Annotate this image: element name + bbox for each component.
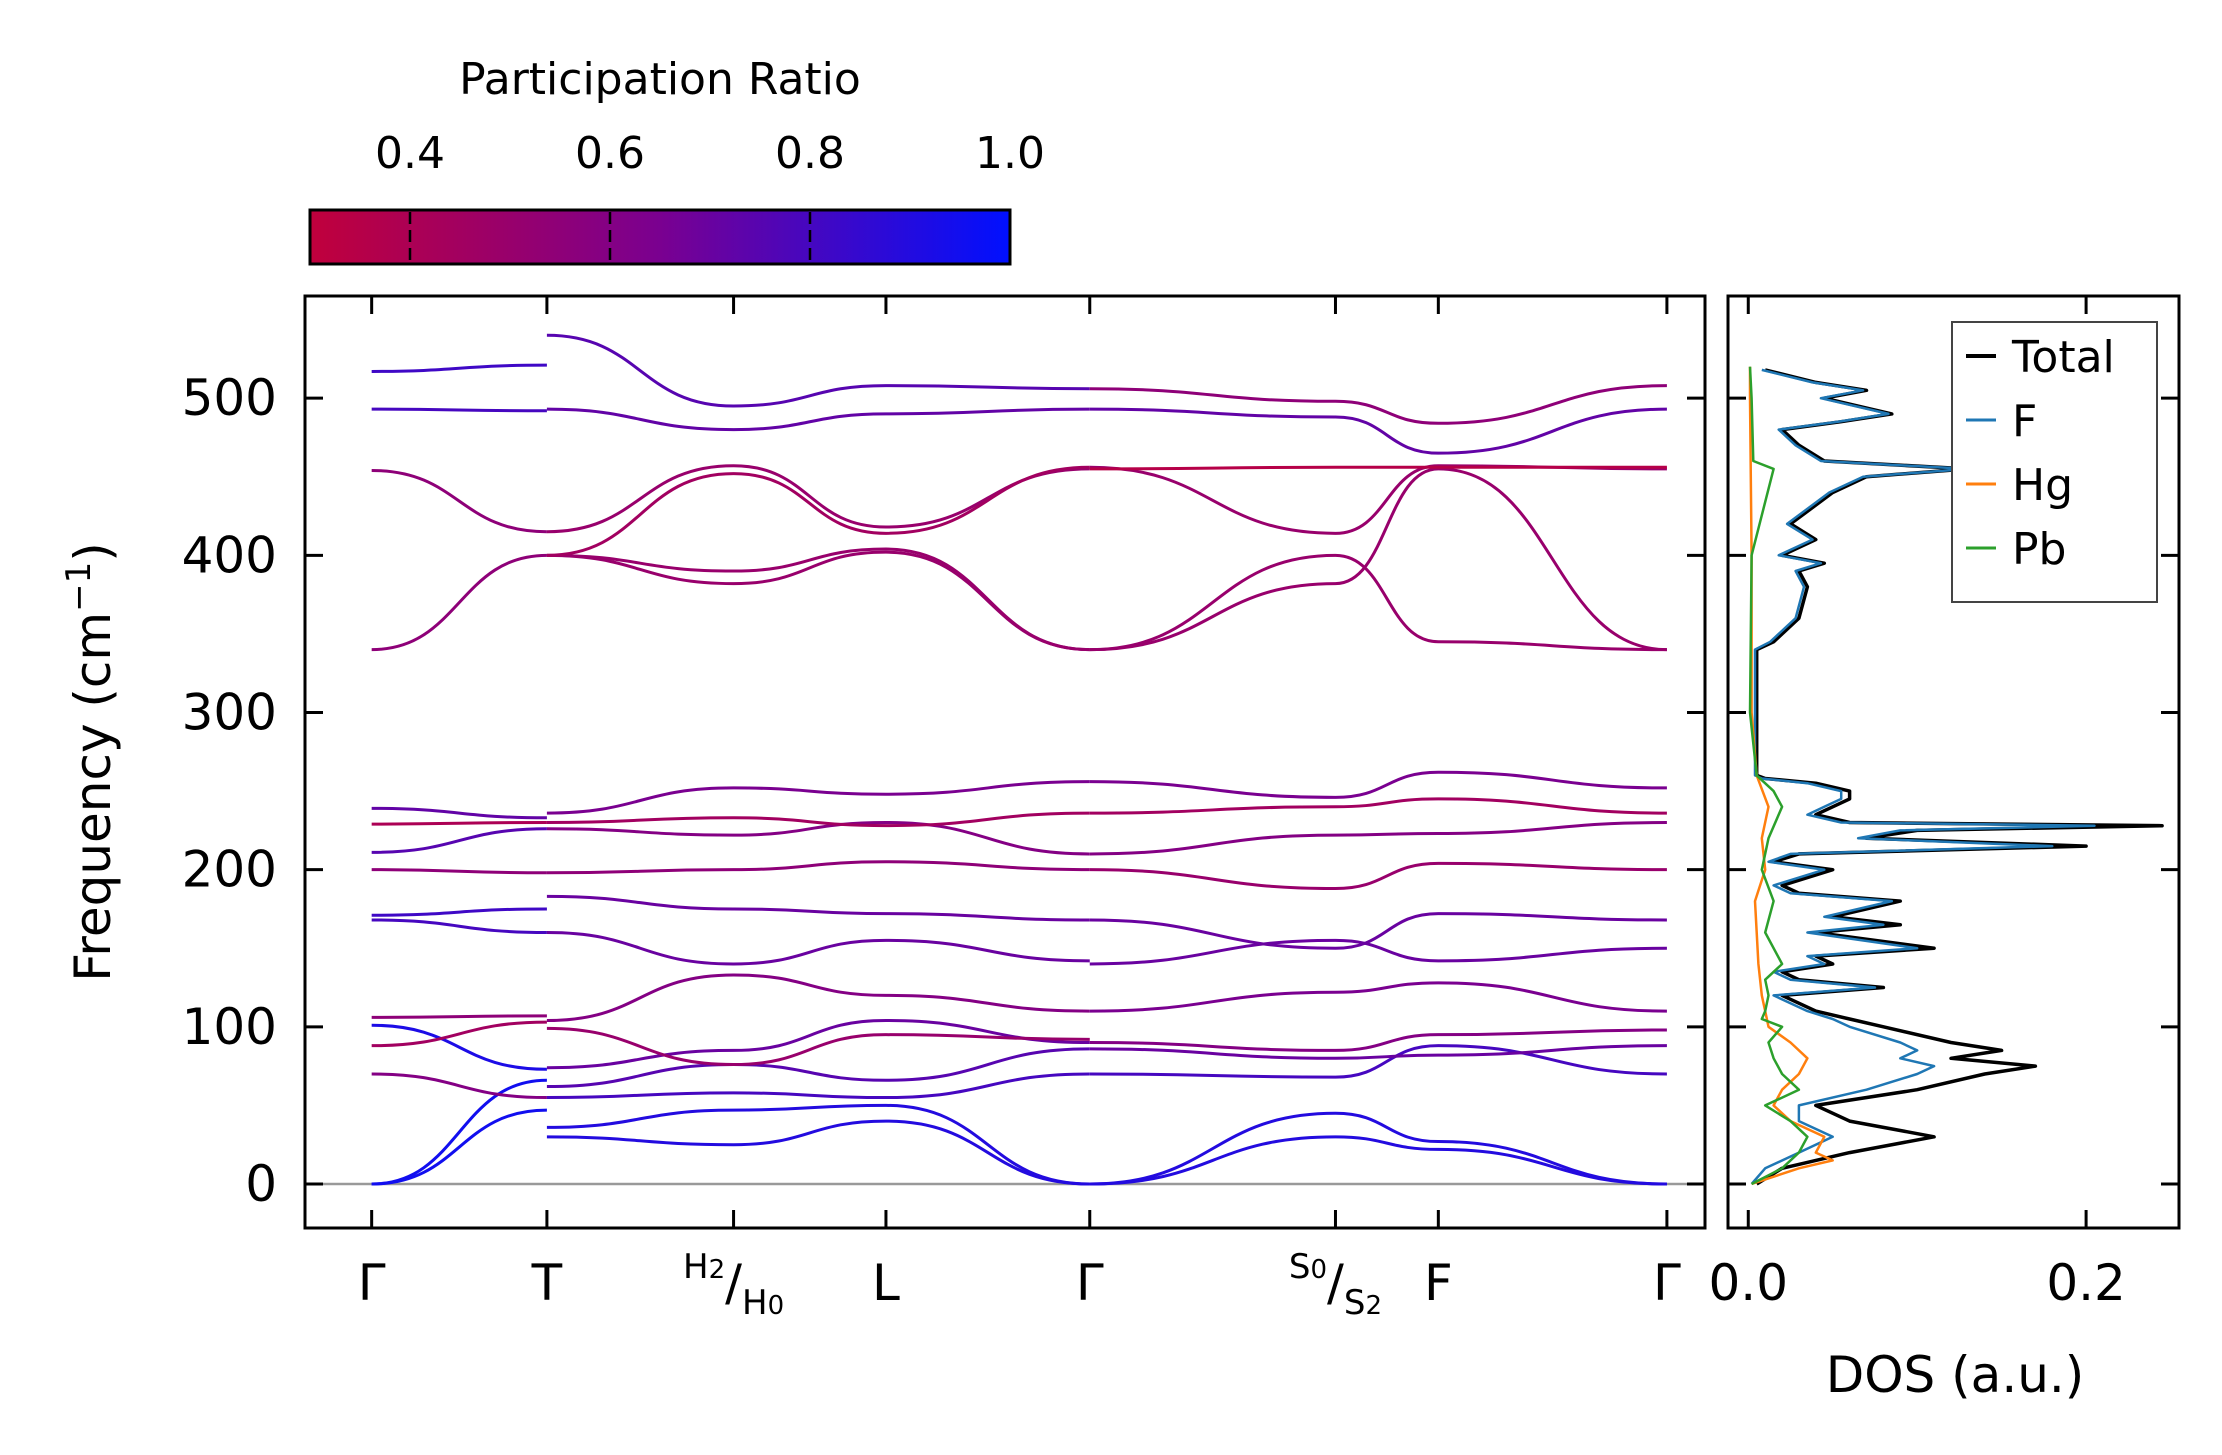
x-tick-label: Γ	[1653, 1254, 1681, 1312]
dos-axes-frame	[1726, 294, 2181, 1230]
band-line-branch-11	[371, 821, 547, 826]
dos-x-tick-label: 0.2	[2046, 1254, 2126, 1312]
band-line-branch-20	[546, 1047, 1090, 1089]
x-tick-label: H2/H0	[683, 1247, 784, 1323]
band-line-branch-10	[371, 827, 547, 854]
band-line-branch-16	[371, 363, 547, 373]
x-tick-label: Γ	[358, 1254, 386, 1312]
band-line-branch-24	[546, 931, 1090, 966]
x-tick-label: L	[872, 1254, 900, 1312]
x-tick-label: S0/S2	[1289, 1247, 1382, 1323]
band-line-branch-25	[546, 894, 1090, 922]
band-line-branch-44	[1089, 861, 1667, 891]
colorbar-gradient	[308, 208, 1012, 266]
x-tick-label: T	[531, 1254, 563, 1312]
dos-x-tick-label: 0.0	[1709, 1254, 1789, 1312]
band-line-branch-43	[1089, 912, 1667, 950]
band-line-branch-28	[546, 811, 1090, 828]
colorbar-tick-label: 1.0	[975, 128, 1045, 179]
dos-line-f	[1750, 368, 2096, 1185]
band-line-branch-42	[1089, 938, 1667, 966]
band-line-branch-17	[546, 1119, 1090, 1186]
band-line-branch-27	[546, 821, 1090, 856]
band-line-branch-19	[546, 1072, 1090, 1100]
x-tick-label: F	[1424, 1254, 1453, 1312]
band-line-branch-37	[1089, 1111, 1667, 1186]
band-line-branch-12	[371, 806, 547, 820]
band-line-branch-2	[371, 1078, 547, 1186]
band-line-branch-18	[546, 1103, 1090, 1186]
legend-label-pb: Pb	[2012, 524, 2066, 575]
band-line-branch-35	[546, 333, 1090, 408]
band-line-branch-29	[546, 780, 1090, 815]
band-line-branch-48	[1089, 553, 1667, 652]
dos-y-ticks	[1728, 396, 2179, 1186]
band-line-branch-15	[371, 407, 547, 413]
band-structure-panel: 0 100 200 300 400 500 Γ T H2/H0 L Γ S0/S2 F Γ Freque…	[59, 294, 1707, 1323]
dos-panel: 0.0 0.2 DOS (a.u.) Total F Hg Pb	[1709, 294, 2181, 1404]
band-line-branch-51	[1089, 465, 1667, 471]
band-line-branch-14	[371, 468, 547, 534]
band-line-branch-49	[1089, 467, 1667, 652]
y-tick-label: 300	[182, 683, 277, 741]
legend-frame	[1951, 321, 2158, 603]
dos-x-ticks: 0.0 0.2	[1709, 296, 2126, 1312]
dos-x-label: DOS (a.u.)	[1826, 1346, 2085, 1404]
colorbar-title: Participation Ratio	[459, 54, 861, 105]
band-line-branch-9	[371, 868, 547, 875]
colorbar-tick-label: 0.4	[375, 128, 445, 179]
band-line-branch-47	[1089, 770, 1667, 799]
band-line-branch-22	[546, 1026, 1090, 1067]
band-line-branch-41	[1089, 981, 1667, 1013]
colorbar-tick-label: 0.8	[775, 128, 845, 179]
y-tick-label: 0	[245, 1155, 277, 1213]
band-line-branch-4	[371, 1020, 547, 1048]
band-line-branch-3	[371, 1023, 547, 1071]
band-line-branch-31	[546, 550, 1090, 652]
y-tick-label: 100	[182, 998, 277, 1056]
y-tick-label: 200	[182, 841, 277, 899]
band-axes-frame	[303, 294, 1707, 1230]
legend-label-total: Total	[2011, 332, 2115, 383]
colorbar-tick-label: 0.6	[575, 128, 645, 179]
band-y-label: Frequency (cm−1)	[59, 542, 122, 982]
legend-items: Total F Hg Pb	[1966, 332, 2115, 575]
colorbar: Participation Ratio 0.4 0.6 0.8 1.0	[308, 54, 1045, 266]
band-line-branch-6	[371, 1014, 547, 1019]
band-line-branch-8	[371, 907, 547, 917]
band-line-branch-1	[371, 1108, 547, 1186]
band-line-branch-26	[546, 860, 1090, 875]
y-tick-label: 400	[182, 526, 277, 584]
dos-line-hg	[1748, 366, 1834, 1186]
band-line-branch-38	[1089, 1044, 1667, 1079]
x-tick-label: Γ	[1076, 1254, 1104, 1312]
band-series	[371, 333, 1667, 1186]
band-line-branch-52	[1089, 407, 1667, 455]
band-line-branch-5	[371, 1072, 547, 1100]
dos-line-pb	[1748, 366, 1809, 1186]
colorbar-ticks: 0.4 0.6 0.8 1.0	[375, 128, 1045, 262]
band-line-branch-34	[546, 407, 1090, 432]
band-x-ticks: Γ T H2/H0 L Γ S0/S2 F Γ	[358, 296, 1681, 1323]
band-line-branch-33	[546, 465, 1090, 557]
band-line-branch-53	[1089, 384, 1667, 425]
legend-label-f: F	[2012, 396, 2037, 447]
band-line-branch-13	[371, 553, 547, 652]
dos-series	[1748, 366, 2164, 1186]
band-line-branch-50	[1089, 464, 1667, 535]
legend-label-hg: Hg	[2012, 460, 2073, 511]
band-line-branch-45	[1089, 821, 1667, 856]
band-line-branch-7	[371, 918, 547, 935]
band-line-branch-46	[1089, 797, 1667, 815]
band-y-ticks: 0 100 200 300 400 500	[182, 369, 1705, 1213]
band-line-branch-40	[1089, 1028, 1667, 1052]
band-line-branch-23	[546, 973, 1090, 1023]
band-line-branch-32	[546, 464, 1090, 534]
band-line-branch-39	[1089, 1044, 1667, 1060]
dos-legend: Total F Hg Pb	[1951, 321, 2158, 603]
band-line-branch-21	[546, 1019, 1090, 1070]
y-tick-label: 500	[182, 369, 277, 427]
band-line-branch-36	[1089, 1135, 1667, 1186]
